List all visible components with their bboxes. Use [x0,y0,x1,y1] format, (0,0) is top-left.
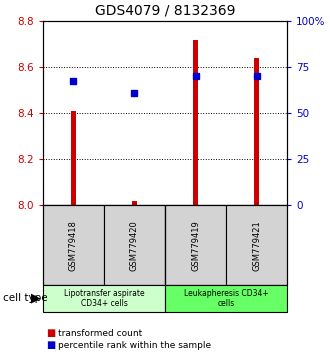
FancyBboxPatch shape [104,205,165,285]
Bar [254,58,259,205]
Text: transformed count: transformed count [58,329,142,338]
FancyBboxPatch shape [43,285,165,312]
Text: cell type: cell type [3,293,48,303]
Bar [71,111,76,205]
Text: ▶: ▶ [31,292,41,305]
Text: ■: ■ [46,329,55,338]
Text: GSM779420: GSM779420 [130,220,139,270]
Text: GSM779421: GSM779421 [252,220,261,270]
Text: GSM779418: GSM779418 [69,220,78,270]
Title: GDS4079 / 8132369: GDS4079 / 8132369 [95,3,235,17]
FancyBboxPatch shape [43,205,104,285]
Bar [132,201,137,205]
Text: GSM779419: GSM779419 [191,220,200,270]
FancyBboxPatch shape [165,205,226,285]
Text: percentile rank within the sample: percentile rank within the sample [58,341,211,350]
Text: Leukapheresis CD34+
cells: Leukapheresis CD34+ cells [184,289,268,308]
FancyBboxPatch shape [165,285,287,312]
Text: Lipotransfer aspirate
CD34+ cells: Lipotransfer aspirate CD34+ cells [64,289,144,308]
Text: ■: ■ [46,340,55,350]
FancyBboxPatch shape [226,205,287,285]
Bar [193,40,198,205]
